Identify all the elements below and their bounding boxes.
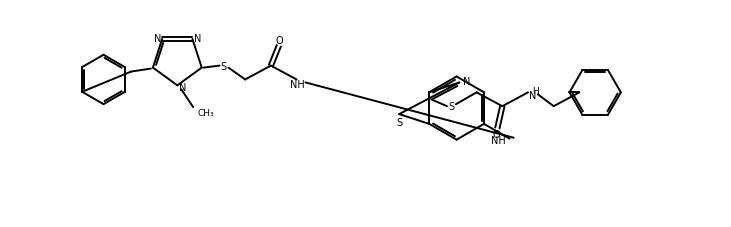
Text: NH: NH <box>290 80 305 90</box>
Text: N: N <box>154 34 161 44</box>
Text: N: N <box>178 83 186 93</box>
Text: N: N <box>463 76 470 86</box>
Text: S: S <box>448 102 454 112</box>
Text: S: S <box>221 61 227 71</box>
Text: O: O <box>276 36 284 46</box>
Text: CH₃: CH₃ <box>197 108 213 117</box>
Text: NH: NH <box>491 135 506 145</box>
Text: N: N <box>529 91 537 101</box>
Text: N: N <box>194 34 201 44</box>
Text: S: S <box>396 118 402 127</box>
Text: H: H <box>532 86 539 96</box>
Text: O: O <box>493 129 500 139</box>
